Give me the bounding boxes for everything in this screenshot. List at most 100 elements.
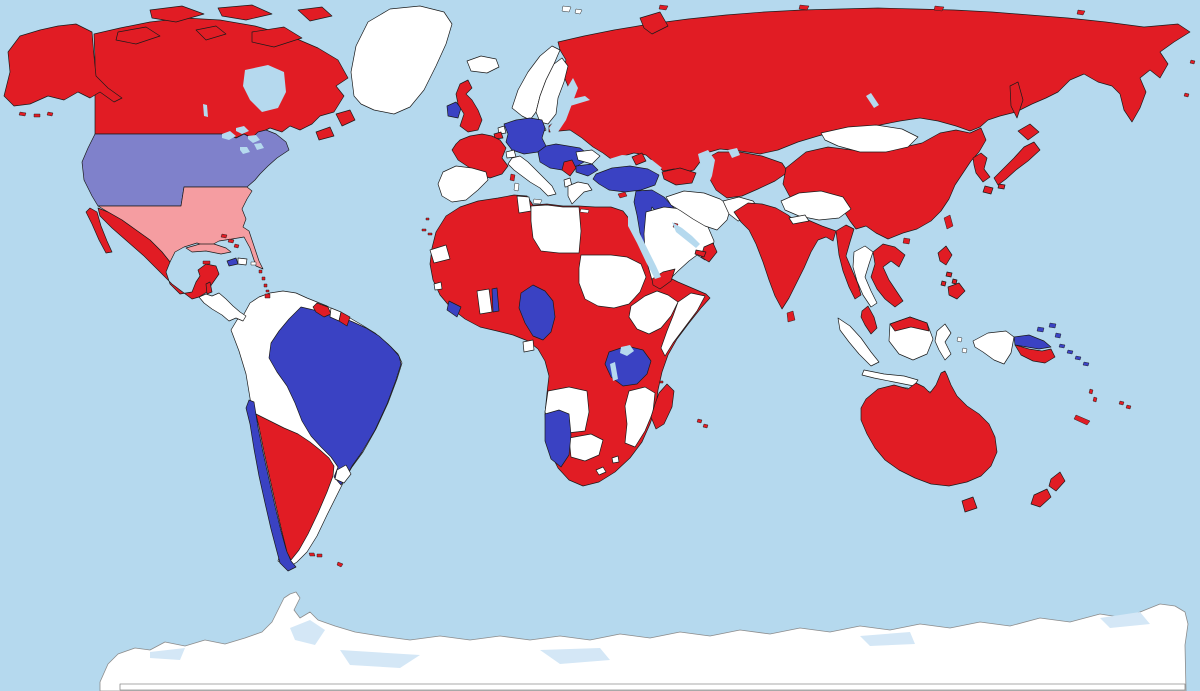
region-western-sahara — [429, 244, 451, 264]
region-corsica — [509, 173, 516, 182]
region-argentina — [255, 413, 335, 561]
region-russia — [548, 7, 1191, 173]
region-iberia — [437, 165, 489, 203]
region-new-caledonia — [1073, 414, 1091, 426]
region-canadian-arctic — [115, 4, 333, 48]
region-sweden — [535, 57, 569, 125]
region-mozambique — [624, 386, 656, 448]
region-ethiopia — [628, 290, 679, 335]
region-south-caucasus — [661, 167, 697, 186]
region-new-guinea-west — [972, 330, 1015, 365]
persian-gulf — [672, 222, 700, 248]
region-tibet — [780, 190, 852, 221]
region-bulgaria — [575, 163, 599, 177]
region-korea — [972, 152, 991, 183]
region-puerto-rico — [250, 261, 257, 266]
region-south-georgia — [336, 561, 344, 568]
region-malaya — [860, 305, 878, 335]
region-pacific-islands — [1183, 59, 1196, 98]
region-tasmania — [961, 496, 978, 513]
region-svalbard — [561, 5, 583, 15]
region-moluccas — [956, 336, 968, 354]
region-arctic-russia-islands — [658, 4, 1086, 16]
region-mongolia — [820, 124, 919, 153]
region-fiji — [1118, 400, 1132, 410]
region-france — [451, 133, 509, 179]
region-uruguay — [334, 464, 352, 484]
region-ireland — [446, 101, 462, 119]
region-iran — [665, 190, 732, 231]
aral-sea — [728, 148, 740, 158]
region-russian-turkestan — [699, 151, 789, 199]
region-aleutians — [18, 111, 54, 118]
region-guyana — [312, 302, 332, 318]
region-comoros — [659, 380, 664, 384]
region-thailand — [852, 245, 878, 308]
region-india — [733, 202, 837, 310]
region-italy — [507, 155, 557, 197]
region-sulawesi — [934, 323, 952, 361]
region-french-guiana — [338, 311, 351, 327]
region-sicily — [532, 198, 543, 205]
region-greece — [567, 181, 593, 205]
region-spanish-guinea — [522, 339, 535, 353]
region-nepal — [788, 214, 810, 225]
region-trinidad — [264, 293, 271, 299]
region-falklands — [308, 552, 323, 558]
region-sudan — [578, 254, 647, 309]
region-jamaica — [202, 260, 211, 265]
region-bismarck-archipelago — [1036, 322, 1062, 339]
red-sea — [628, 214, 661, 279]
region-crete — [579, 208, 590, 214]
region-sardinia — [513, 182, 520, 192]
region-lesser-antilles — [258, 269, 270, 293]
region-french-indochina — [870, 243, 906, 308]
lake-tanganyika — [610, 362, 618, 381]
region-alaska — [3, 23, 123, 107]
region-sakhalin — [1009, 81, 1024, 119]
region-lesotho — [595, 466, 607, 476]
hudson-bay — [243, 65, 286, 112]
lake-victoria — [620, 345, 634, 356]
region-nova-scotia — [315, 126, 335, 141]
region-baja-california — [85, 207, 113, 254]
region-iceland — [466, 55, 500, 74]
region-chile — [245, 399, 297, 572]
region-new-zealand — [1030, 471, 1066, 508]
antarctica-bottom-strip — [119, 683, 1186, 691]
region-new-guinea-southeast — [1014, 344, 1056, 364]
region-uae — [694, 249, 707, 258]
region-japan — [982, 123, 1041, 195]
lake-baikal — [866, 93, 879, 108]
caspian-sea — [698, 150, 715, 190]
region-tunisia — [516, 195, 532, 214]
region-philippines — [937, 245, 966, 300]
region-canary-islands — [421, 217, 433, 236]
region-portuguese-guinea — [433, 281, 443, 291]
region-ghana — [476, 288, 493, 315]
region-togo — [491, 287, 500, 313]
region-libya — [530, 204, 582, 254]
region-german-southwest-africa — [544, 409, 572, 468]
region-ceylon — [786, 310, 796, 323]
region-sarawak-sabah — [889, 316, 930, 332]
region-sumatra — [837, 317, 880, 367]
region-solomon-islands — [1058, 343, 1090, 367]
region-mauritius-reunion — [696, 418, 709, 429]
region-liberia — [446, 300, 462, 318]
region-swaziland — [611, 455, 620, 464]
lake-winnipeg — [203, 104, 208, 117]
region-serbia — [561, 159, 577, 177]
region-italian-somaliland — [660, 292, 706, 357]
region-bahamas — [220, 233, 240, 249]
region-united-kingdom — [455, 79, 483, 133]
region-newfoundland — [335, 109, 356, 127]
region-dominican-republic — [237, 257, 248, 266]
region-hainan — [902, 237, 911, 245]
region-central-america — [198, 292, 247, 322]
region-cyprus — [617, 191, 628, 199]
antarctica-ice-shelves — [150, 612, 1150, 668]
region-vanuatu — [1088, 388, 1098, 403]
region-crimea — [631, 152, 647, 166]
